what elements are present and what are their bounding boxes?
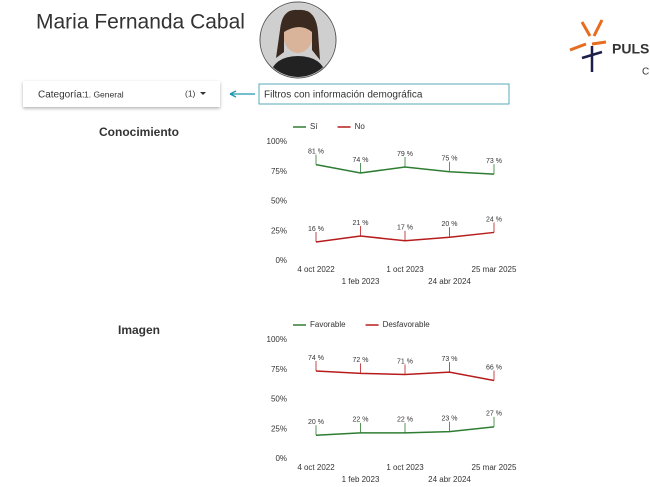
logo-subtext: C <box>642 67 649 78</box>
y-tick-label: 50% <box>271 197 287 206</box>
value-label: 79 % <box>397 151 413 158</box>
y-tick-label: 25% <box>271 424 287 433</box>
x-tick-label: 4 oct 2022 <box>297 265 335 274</box>
y-tick-label: 25% <box>271 226 287 235</box>
logo-text: PULSO <box>612 41 650 57</box>
x-tick-label: 4 oct 2022 <box>297 463 335 472</box>
filter-value: 1. General <box>84 89 124 99</box>
note-box <box>258 83 510 105</box>
chart-title: Imagen <box>118 323 160 337</box>
value-label: 17 % <box>397 225 413 232</box>
value-label: 72 % <box>353 357 369 364</box>
y-tick-label: 100% <box>267 137 287 146</box>
x-tick-label: 24 abr 2024 <box>428 277 471 286</box>
filter-label: Categoría: <box>38 90 85 101</box>
legend-label: Favorable <box>310 320 346 329</box>
value-label: 73 % <box>442 356 458 363</box>
x-tick-label: 1 feb 2023 <box>342 277 380 286</box>
value-label: 73 % <box>486 158 502 165</box>
note-text: Filtros con información demográfica <box>264 90 423 101</box>
y-tick-label: 75% <box>271 167 287 176</box>
value-label: 74 % <box>308 355 324 362</box>
dropdown-arrow[interactable] <box>200 92 206 95</box>
value-label: 22 % <box>397 417 413 424</box>
x-tick-label: 25 mar 2025 <box>472 463 517 472</box>
value-label: 71 % <box>397 358 413 365</box>
series-line <box>315 163 495 175</box>
series-line <box>315 426 495 436</box>
value-label: 23 % <box>442 415 458 422</box>
value-label: 66 % <box>486 364 502 371</box>
y-tick-label: 0% <box>275 256 287 265</box>
value-label: 81 % <box>308 148 324 155</box>
filter-dropdown[interactable]: Categoría: 1. General (1) <box>23 81 220 107</box>
value-label: 24 % <box>486 216 502 223</box>
legend-label: No <box>355 122 366 131</box>
pointer-arrow <box>229 90 255 98</box>
y-tick-label: 0% <box>275 454 287 463</box>
legend-label: Sí <box>310 122 318 131</box>
value-label: 21 % <box>353 220 369 227</box>
value-label: 74 % <box>353 157 369 164</box>
x-tick-label: 1 oct 2023 <box>386 265 424 274</box>
legend-label: Desfavorable <box>383 320 431 329</box>
x-tick-label: 25 mar 2025 <box>472 265 517 274</box>
x-tick-label: 1 oct 2023 <box>386 463 424 472</box>
value-label: 16 % <box>308 226 324 233</box>
value-label: 20 % <box>308 419 324 426</box>
x-tick-label: 1 feb 2023 <box>342 475 380 484</box>
value-label: 20 % <box>442 221 458 228</box>
value-label: 22 % <box>353 417 369 424</box>
page-title: Maria Fernanda Cabal <box>36 11 245 34</box>
y-tick-label: 50% <box>271 395 287 404</box>
x-tick-label: 24 abr 2024 <box>428 475 471 484</box>
y-tick-label: 75% <box>271 365 287 374</box>
value-label: 75 % <box>442 156 458 163</box>
series-line <box>315 370 495 382</box>
filter-count: (1) <box>185 88 196 98</box>
chart-title: Conocimiento <box>99 125 179 139</box>
y-tick-label: 100% <box>267 335 287 344</box>
logo: PULSO C <box>569 19 650 78</box>
series-line <box>315 231 495 243</box>
value-label: 27 % <box>486 411 502 418</box>
dropdown-box[interactable] <box>23 81 220 107</box>
